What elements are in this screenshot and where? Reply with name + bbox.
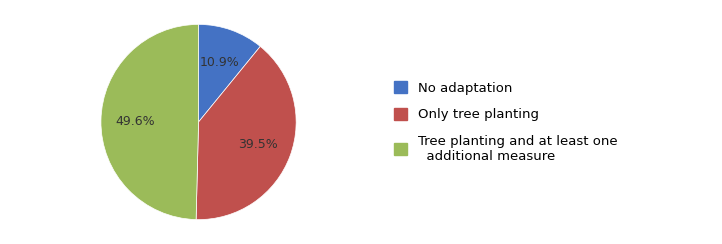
Wedge shape	[196, 46, 296, 220]
Legend: No adaptation, Only tree planting, Tree planting and at least one
  additional m: No adaptation, Only tree planting, Tree …	[388, 75, 624, 169]
Text: 49.6%: 49.6%	[116, 115, 155, 128]
Wedge shape	[199, 24, 261, 122]
Text: 10.9%: 10.9%	[200, 56, 240, 69]
Wedge shape	[101, 24, 199, 220]
Text: 39.5%: 39.5%	[238, 138, 278, 151]
